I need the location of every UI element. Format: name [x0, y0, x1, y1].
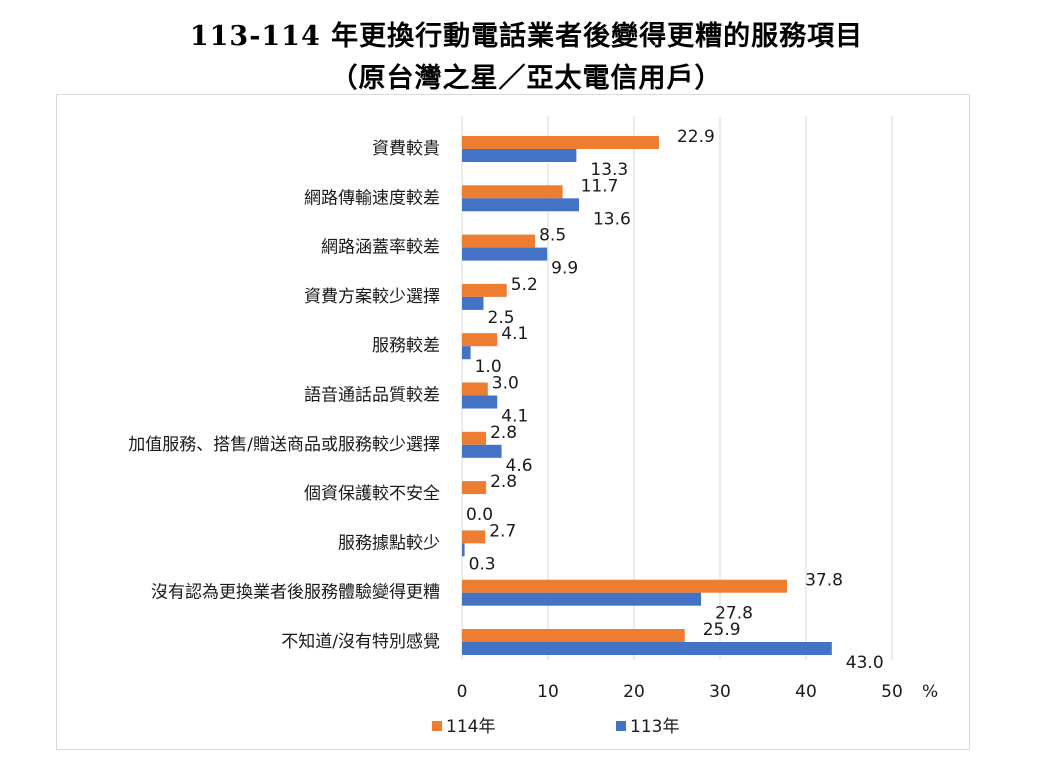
- bar-series1: [462, 234, 536, 248]
- bar-series2: [462, 444, 502, 458]
- legend-swatch: [432, 721, 442, 731]
- category-label: 網路傳輸速度較差: [304, 188, 440, 208]
- x-tick-label: 20: [623, 682, 645, 702]
- category-label: 服務據點較少: [338, 533, 440, 553]
- x-tick-label: 0: [457, 682, 468, 702]
- bar-series1: [462, 283, 507, 297]
- category-label: 資費方案較少選擇: [304, 287, 440, 307]
- data-label: 37.8: [805, 571, 843, 591]
- x-tick-label: 40: [795, 682, 817, 702]
- category-label: 服務較差: [372, 336, 440, 356]
- legend-label: 113年: [630, 717, 679, 737]
- bar-series2: [462, 395, 498, 409]
- data-label: 4.1: [501, 324, 528, 344]
- data-label: 2.7: [489, 521, 516, 541]
- data-label: 3.0: [492, 374, 519, 394]
- category-label: 個資保護較不安全: [304, 484, 440, 504]
- legend-swatch: [616, 721, 626, 731]
- category-label: 沒有認為更換業者後服務體驗變得更糟: [151, 583, 440, 603]
- bar-series2: [462, 296, 484, 310]
- bar-series1: [462, 629, 685, 642]
- category-label: 加值服務、搭售/贈送商品或服務較少選擇: [128, 435, 440, 455]
- bar-series2: [462, 247, 548, 261]
- data-label: 11.7: [581, 176, 619, 196]
- data-label: 43.0: [846, 653, 884, 673]
- data-label: 13.3: [590, 160, 628, 180]
- data-label: 13.6: [593, 209, 631, 229]
- data-label: 2.8: [490, 423, 517, 443]
- chart-title-line2: （原台灣之星／亞太電信用戶）: [330, 63, 723, 94]
- data-label: 4.6: [506, 456, 533, 476]
- bar-series1: [462, 333, 498, 347]
- chart-title-line1: 113-114 年更換行動電話業者後變得更糟的服務項目: [189, 21, 864, 52]
- x-tick-label: 50: [881, 682, 903, 702]
- bar-series1: [462, 136, 659, 149]
- x-axis-unit-label: %: [922, 682, 938, 702]
- data-label: 1.0: [475, 357, 502, 377]
- data-label: 0.3: [469, 554, 496, 574]
- bar-series1: [462, 382, 488, 396]
- bar-series1: [462, 481, 487, 495]
- bar-series2: [462, 592, 702, 606]
- category-label: 不知道/沒有特別感覺: [281, 632, 440, 652]
- bar-series1: [462, 579, 788, 593]
- bar-series2: [462, 346, 471, 360]
- bar-series1: [462, 185, 563, 199]
- data-label: 2.5: [488, 308, 515, 328]
- bar-series2: [462, 198, 579, 212]
- bar-series1: [462, 530, 486, 544]
- category-label: 網路涵蓋率較差: [321, 238, 440, 258]
- data-label: 0.0: [466, 505, 493, 525]
- bar-series2: [462, 543, 465, 557]
- data-label: 8.5: [539, 226, 566, 246]
- data-label: 27.8: [715, 604, 753, 624]
- data-label: 9.9: [551, 259, 578, 279]
- data-label: 5.2: [511, 275, 538, 295]
- bar-series2: [462, 642, 832, 655]
- data-label: 22.9: [677, 127, 715, 147]
- legend-label: 114年: [446, 717, 495, 737]
- data-label: 2.8: [490, 472, 517, 492]
- category-label: 資費較貴: [372, 139, 440, 159]
- bar-series1: [462, 431, 487, 445]
- data-label: 4.1: [501, 407, 528, 427]
- category-label: 語音通話品質較差: [304, 386, 440, 406]
- x-tick-label: 30: [709, 682, 731, 702]
- x-tick-label: 10: [537, 682, 559, 702]
- bar-series2: [462, 149, 577, 162]
- data-label: 25.9: [703, 620, 741, 640]
